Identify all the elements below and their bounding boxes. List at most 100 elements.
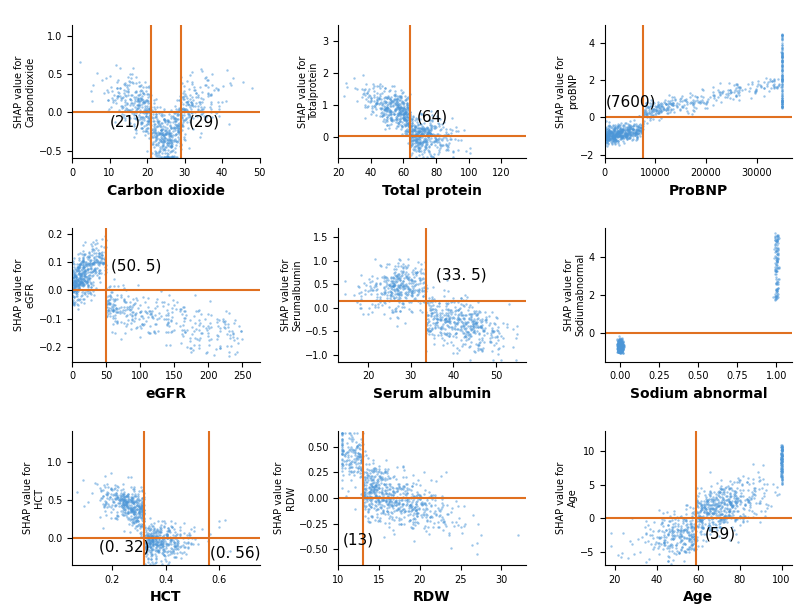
Point	[378, 480, 391, 490]
Point	[406, 120, 418, 130]
Point	[614, 338, 627, 348]
Point	[608, 133, 621, 142]
Point	[775, 464, 788, 474]
Point	[126, 506, 138, 516]
Point	[106, 305, 119, 315]
Point	[128, 496, 141, 506]
Point	[172, 123, 185, 133]
Point	[138, 319, 150, 329]
Point	[156, 538, 169, 548]
Point	[70, 258, 83, 268]
Point	[474, 307, 486, 317]
Point	[175, 110, 188, 120]
Point	[643, 115, 656, 125]
Point	[612, 340, 625, 349]
Point	[393, 254, 406, 263]
Point	[614, 342, 627, 352]
Point	[642, 103, 654, 112]
Point	[129, 311, 142, 321]
Point	[158, 530, 170, 540]
Point	[402, 119, 415, 128]
Point	[388, 98, 401, 107]
Point	[70, 279, 82, 289]
Point	[385, 107, 398, 117]
Point	[131, 497, 144, 507]
Point	[139, 559, 152, 569]
Point	[399, 293, 412, 303]
Point	[488, 318, 501, 328]
Point	[615, 340, 628, 350]
Point	[162, 136, 174, 146]
Point	[622, 127, 634, 137]
Point	[775, 444, 788, 454]
Point	[775, 53, 788, 63]
Point	[410, 496, 423, 506]
Point	[690, 544, 702, 554]
Point	[398, 273, 410, 283]
Point	[726, 500, 739, 510]
Point	[630, 127, 642, 137]
Point	[347, 429, 360, 438]
Point	[182, 537, 194, 546]
Point	[131, 525, 144, 535]
Point	[724, 497, 737, 507]
Point	[356, 480, 369, 490]
Point	[161, 529, 174, 538]
Point	[614, 342, 626, 352]
Point	[672, 526, 685, 535]
Point	[354, 298, 366, 308]
Point	[674, 523, 687, 533]
Point	[614, 343, 626, 353]
Point	[700, 512, 713, 522]
Point	[176, 92, 189, 102]
Point	[203, 318, 216, 328]
Point	[357, 469, 370, 479]
Point	[147, 139, 160, 149]
Point	[613, 342, 626, 352]
Point	[358, 278, 370, 288]
Point	[181, 342, 194, 352]
Point	[434, 134, 447, 144]
Point	[613, 347, 626, 357]
Point	[429, 307, 442, 317]
Point	[431, 314, 444, 324]
Point	[159, 327, 172, 336]
Point	[722, 496, 735, 506]
Point	[775, 61, 788, 71]
Point	[700, 508, 713, 518]
Point	[423, 126, 436, 136]
Point	[363, 97, 376, 107]
Point	[614, 341, 627, 351]
Point	[666, 522, 679, 532]
Point	[668, 518, 681, 528]
Point	[730, 500, 742, 510]
Point	[613, 342, 626, 352]
Point	[80, 278, 93, 288]
Point	[391, 98, 404, 107]
Point	[615, 342, 628, 352]
Point	[165, 142, 178, 152]
Point	[723, 488, 736, 498]
Point	[612, 126, 625, 136]
Point	[155, 548, 168, 558]
Point	[465, 338, 478, 348]
Point	[84, 255, 97, 265]
Point	[490, 332, 503, 341]
Point	[156, 109, 169, 119]
Point	[773, 79, 786, 88]
Point	[167, 552, 180, 562]
Point	[345, 451, 358, 460]
Point	[98, 252, 111, 262]
Point	[613, 344, 626, 354]
Point	[72, 278, 85, 287]
Point	[422, 123, 434, 133]
Point	[641, 108, 654, 118]
Point	[110, 91, 123, 101]
Point	[421, 129, 434, 139]
Point	[654, 107, 667, 117]
Point	[680, 513, 693, 523]
Point	[435, 499, 448, 508]
Point	[630, 131, 643, 141]
Point	[609, 122, 622, 132]
Point	[69, 268, 82, 278]
